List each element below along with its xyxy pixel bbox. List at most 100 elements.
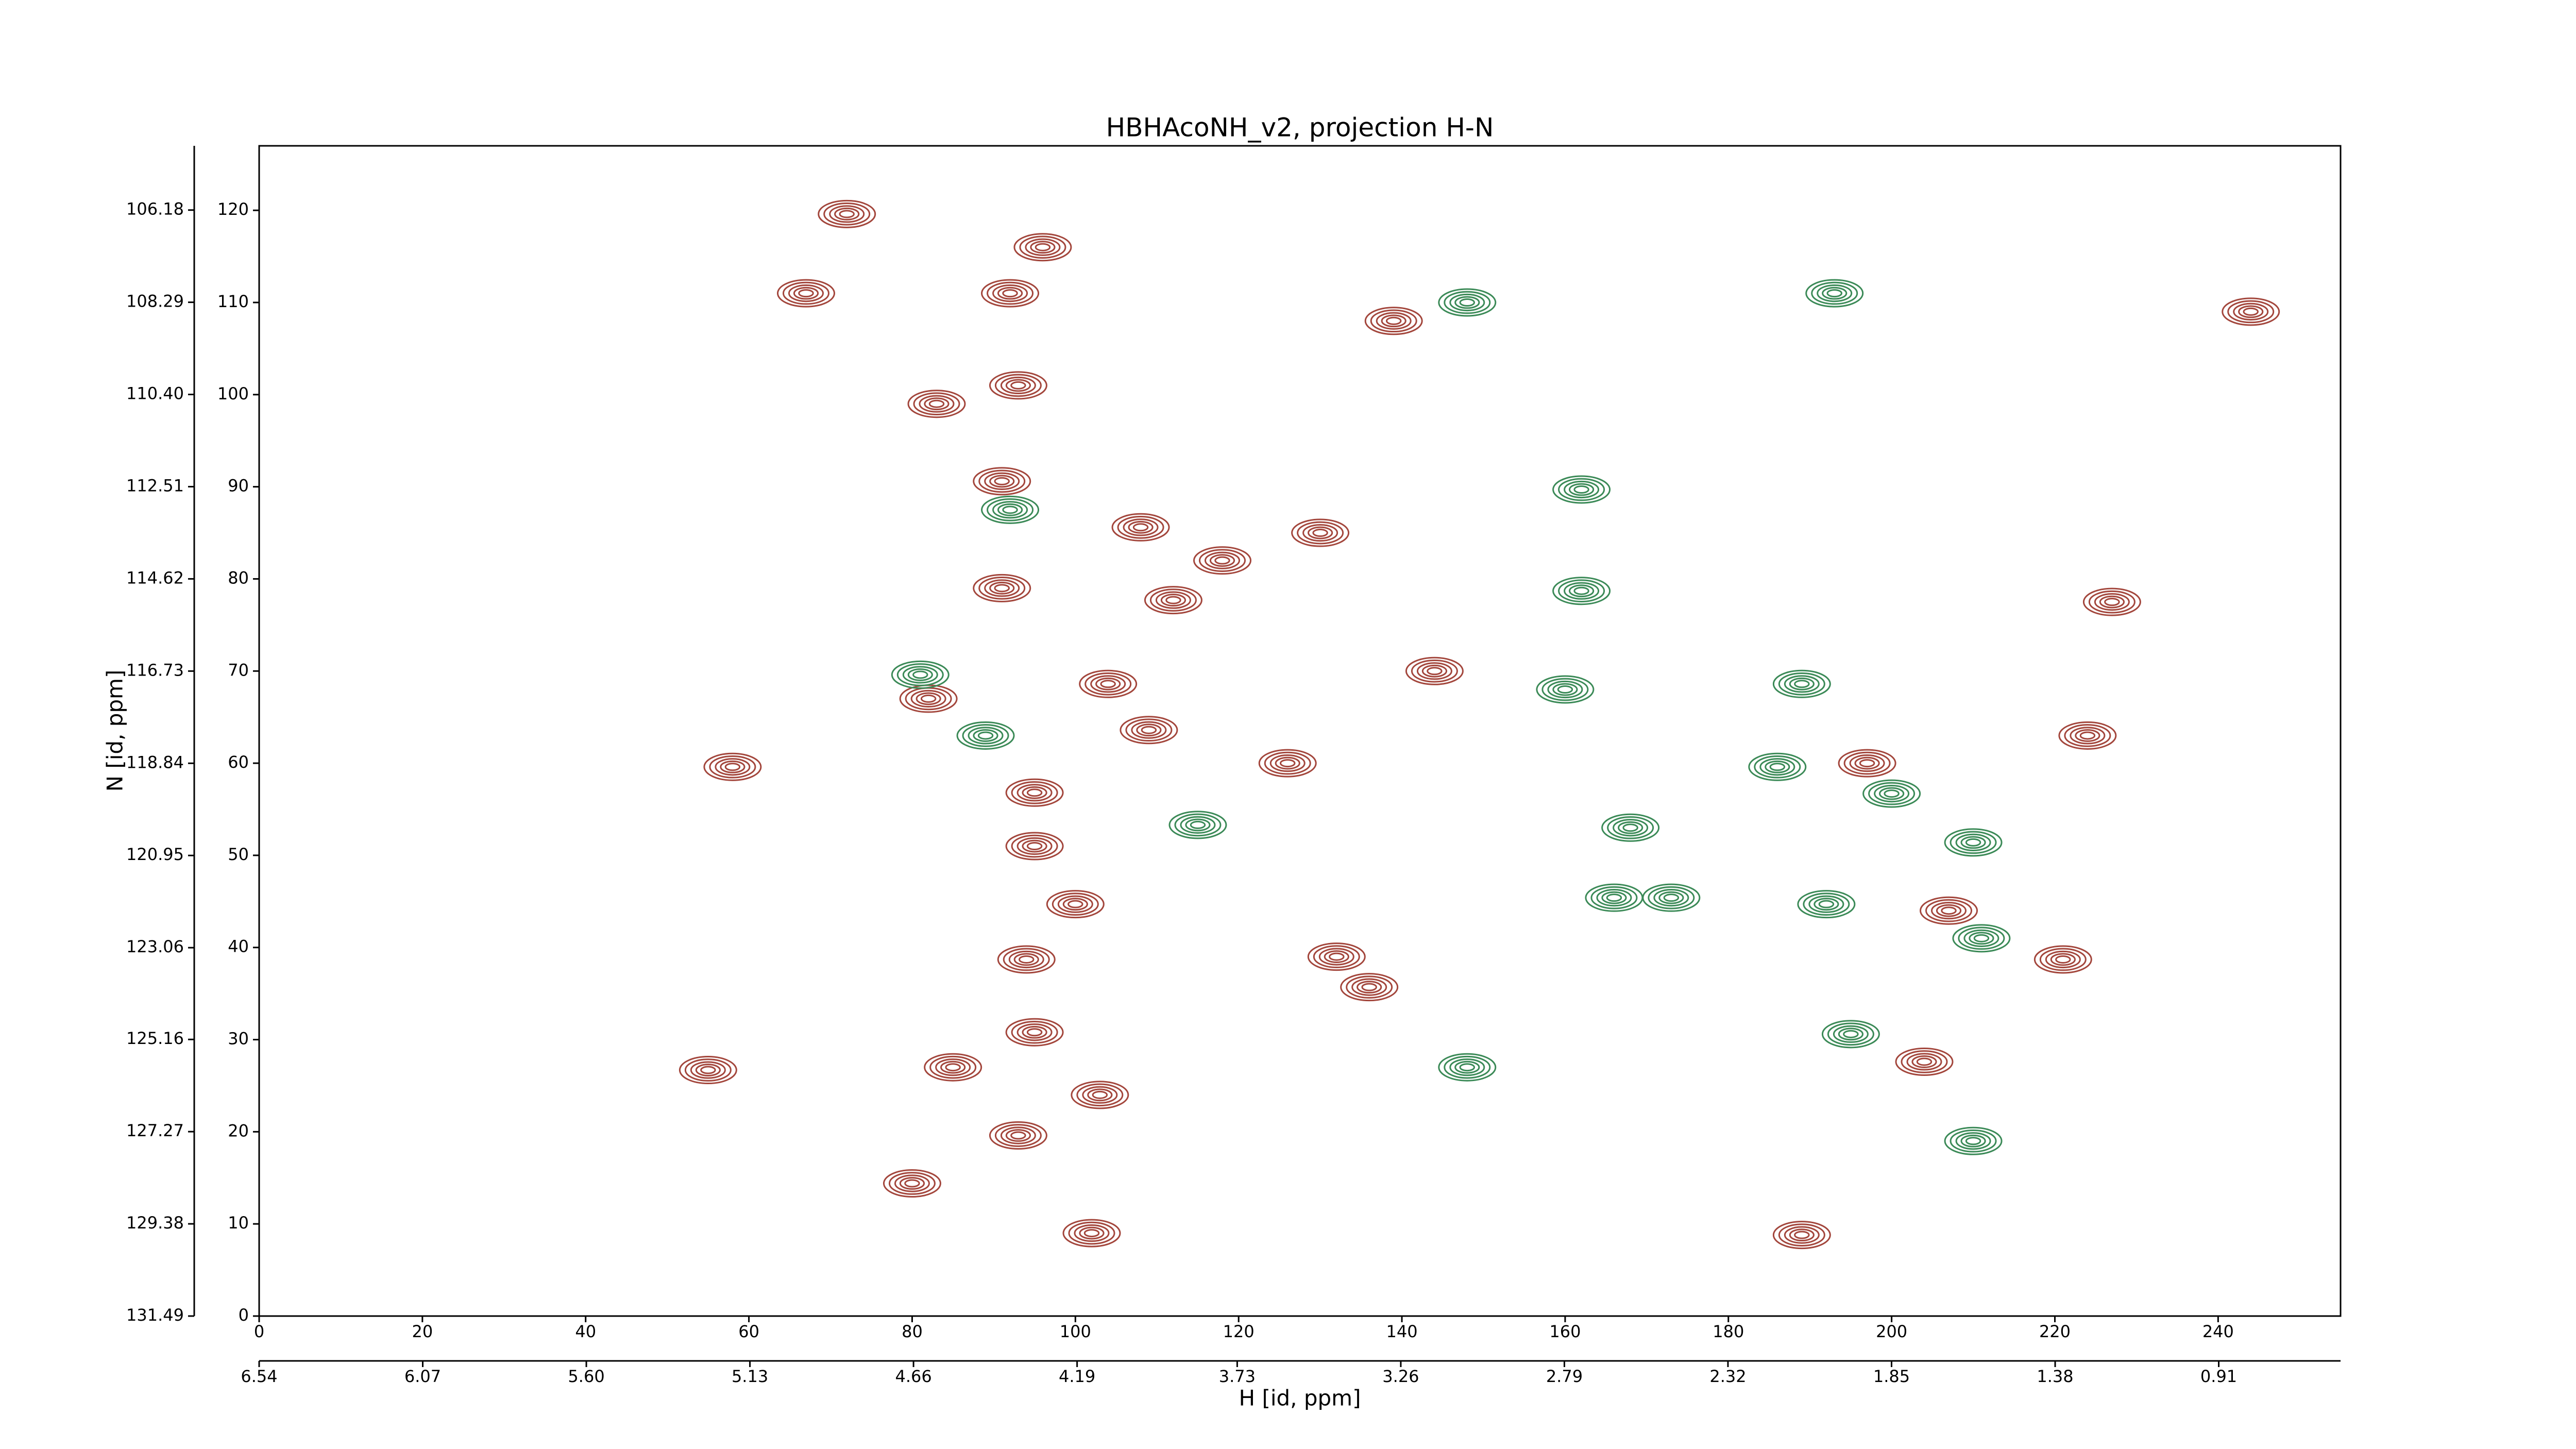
contour-level — [978, 577, 1026, 600]
contour-level — [1814, 898, 1839, 911]
y2-tick-label: 118.84 — [126, 752, 184, 772]
contour-level — [912, 670, 928, 679]
peak — [1862, 779, 1921, 808]
y-tick-label: 10 — [228, 1213, 249, 1233]
peak — [1307, 942, 1366, 971]
contour-level — [1811, 281, 1858, 305]
contour-level — [994, 477, 1010, 485]
contour-level — [2039, 948, 2087, 971]
x2-tick-label: 2.32 — [1709, 1367, 1746, 1386]
peak — [891, 660, 950, 689]
contour-level — [1794, 680, 1810, 688]
x-tick-label: 0 — [254, 1322, 264, 1341]
contour-level — [1784, 675, 1820, 693]
contour-level — [894, 1174, 930, 1192]
y-tick-label: 40 — [228, 937, 249, 956]
contour-level — [989, 475, 1015, 488]
peak — [1079, 669, 1138, 698]
x2-tick-label: 3.73 — [1219, 1367, 1256, 1386]
contour-level — [987, 281, 1034, 305]
contour-level — [1849, 754, 1885, 772]
contour-level — [1955, 833, 1991, 851]
contour-level — [1005, 379, 1031, 392]
y-tick-label: 50 — [228, 845, 249, 864]
contour-level — [1035, 243, 1051, 251]
contour-level — [1013, 233, 1072, 262]
contour-level — [919, 395, 955, 413]
peak — [1013, 233, 1072, 262]
y-axis-label: N [id, ppm] — [103, 670, 128, 792]
contour-level — [823, 203, 871, 226]
contour-level — [1010, 1131, 1026, 1140]
contour-level — [684, 1058, 732, 1082]
y-tick-label: 30 — [228, 1029, 249, 1049]
contour-level — [1808, 895, 1844, 913]
contour-level — [1067, 900, 1083, 908]
contour-level — [1843, 1030, 1859, 1038]
contour-level — [1318, 948, 1354, 966]
contour-level — [1005, 832, 1064, 861]
contour-level — [1190, 820, 1206, 829]
contour-level — [2243, 307, 2259, 316]
contour-level — [1663, 894, 1680, 902]
peak — [956, 721, 1015, 750]
contour-level — [1772, 669, 1831, 698]
contour-level — [1111, 513, 1170, 542]
x2-tick-label: 6.07 — [404, 1367, 441, 1386]
contour-level — [1005, 1018, 1064, 1047]
contour-level — [984, 579, 1020, 597]
contour-level — [1438, 1053, 1497, 1082]
peak — [1642, 883, 1701, 912]
contour-level — [1833, 1025, 1869, 1043]
contour-level — [1026, 1028, 1043, 1037]
peak — [703, 752, 762, 781]
contour-level — [907, 390, 966, 418]
contour-level — [977, 731, 994, 740]
contour-level — [1074, 1224, 1110, 1242]
contour-level — [2227, 300, 2275, 324]
contour-level — [1062, 1219, 1121, 1248]
contour-level — [1168, 811, 1227, 839]
contour-level — [700, 1066, 716, 1074]
contour-level — [883, 1169, 941, 1198]
contour-level — [1307, 942, 1366, 971]
x-tick-label: 120 — [1223, 1322, 1255, 1341]
contour-level — [1052, 892, 1099, 916]
contour-level — [940, 1060, 966, 1074]
contour-level — [1585, 883, 1643, 912]
contour-level — [1136, 723, 1162, 737]
contour-level — [1874, 784, 1910, 803]
contour-level — [1302, 524, 1338, 542]
contour-level — [1950, 831, 1997, 854]
contour-level — [978, 469, 1026, 493]
peak — [907, 390, 966, 418]
contour-level — [1769, 763, 1786, 771]
contour-level — [1269, 754, 1306, 772]
contour-level — [1346, 975, 1393, 999]
contour-level — [1071, 1081, 1129, 1109]
contour-level — [1438, 288, 1497, 317]
y2-tick-label: 131.49 — [126, 1305, 184, 1325]
contour-level — [1062, 898, 1088, 911]
contour-level — [1003, 948, 1050, 971]
contour-level — [1376, 312, 1412, 330]
y-tick-label: 20 — [228, 1121, 249, 1140]
contour-level — [2075, 729, 2100, 742]
contour-level — [981, 279, 1040, 308]
contour-level — [1952, 924, 2011, 953]
contour-level — [1568, 483, 1595, 496]
contour-level — [2088, 590, 2136, 614]
contour-level — [1778, 672, 1825, 696]
contour-level — [1026, 788, 1043, 797]
peak — [1340, 973, 1399, 1002]
contour-level — [1005, 1129, 1031, 1142]
contour-level — [1596, 889, 1632, 907]
contour-level — [910, 689, 946, 708]
contour-level — [1005, 778, 1064, 807]
contour-level — [782, 281, 829, 305]
contour-level — [1008, 950, 1044, 969]
contour-level — [1573, 485, 1589, 494]
contour-level — [1092, 1090, 1108, 1099]
contour-level — [1826, 289, 1842, 298]
contour-level — [989, 371, 1047, 400]
